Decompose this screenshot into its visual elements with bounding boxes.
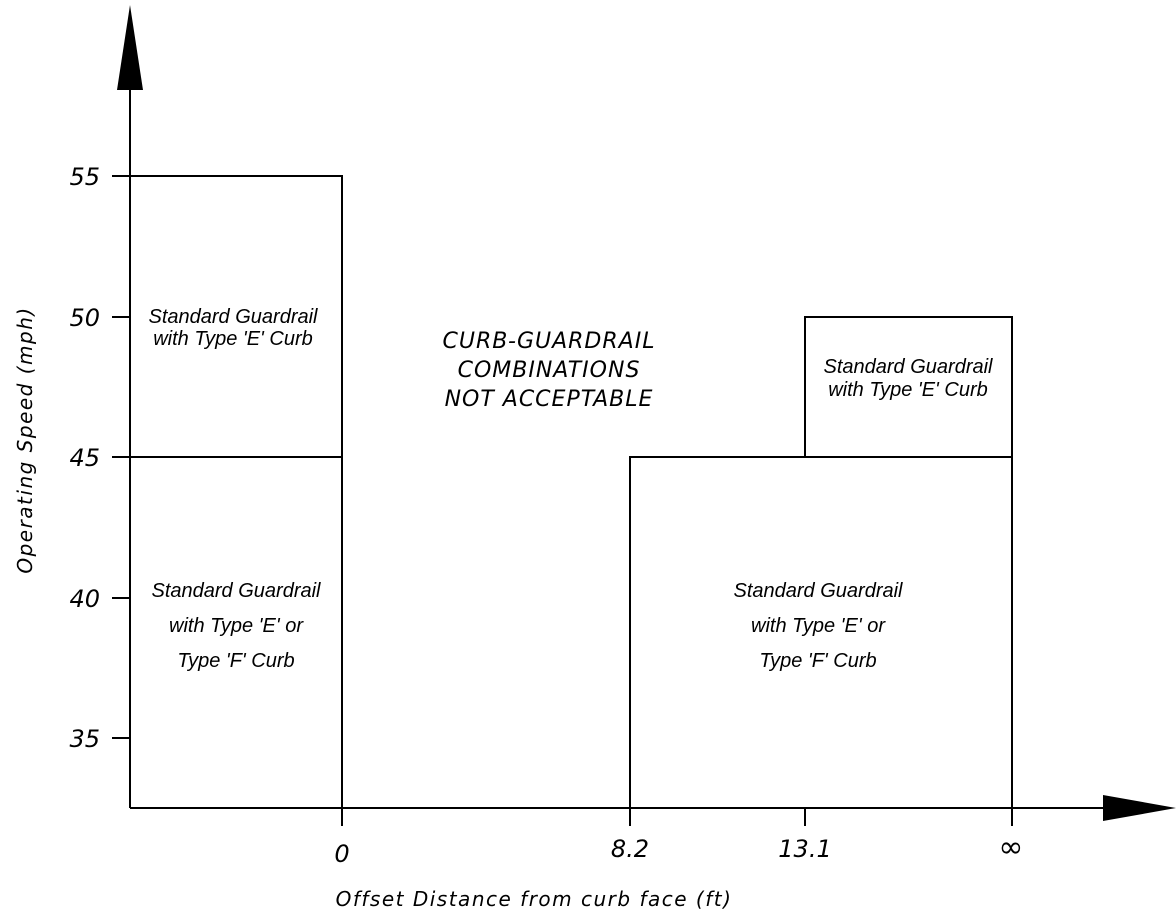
arrow-right-icon [1103,795,1176,821]
top-right-zone-line-2: with Type 'E' Curb [828,379,988,401]
y-tick-label-50: 50 [69,304,100,332]
bottom-right-zone-line-3: Type 'F' Curb [759,650,876,672]
x-tick-label-8-2: 8.2 [611,835,649,863]
top-left-zone-line-1: Standard Guardrail [149,306,319,328]
left-zone-boundary [130,175,343,808]
bottom-right-zone-line-2: with Type 'E' or [751,615,886,637]
right-upper-zone-boundary [804,316,1013,457]
x-tick-label-13-1: 13.1 [778,835,831,863]
y-axis-title: Operating Speed (mph) [13,306,37,573]
bottom-left-zone-line-3: Type 'F' Curb [177,650,294,672]
y-tick-label-55: 55 [69,163,100,191]
not-acceptable-line-3: NOT ACCEPTABLE [445,387,654,412]
x-tick-label-0: 0 [334,840,349,868]
bottom-left-zone-line-1: Standard Guardrail [152,580,322,602]
top-left-zone-line-2: with Type 'E' Curb [153,328,313,350]
bottom-right-zone-line-1: Standard Guardrail [734,580,904,602]
top-right-zone-line-1: Standard Guardrail [824,356,994,378]
arrow-up-icon [117,5,143,90]
right-lower-zone-boundary [629,456,1013,808]
not-acceptable-line-1: CURB-GUARDRAIL [443,329,656,354]
y-tick-label-35: 35 [69,725,100,753]
y-tick-label-40: 40 [69,585,100,613]
x-axis-title: Offset Distance from curb face (ft) [336,887,733,911]
infinity-symbol: ∞ [999,830,1024,865]
bottom-left-zone-line-2: with Type 'E' or [169,615,304,637]
not-acceptable-line-2: COMBINATIONS [458,358,641,383]
y-tick-label-45: 45 [69,444,100,472]
